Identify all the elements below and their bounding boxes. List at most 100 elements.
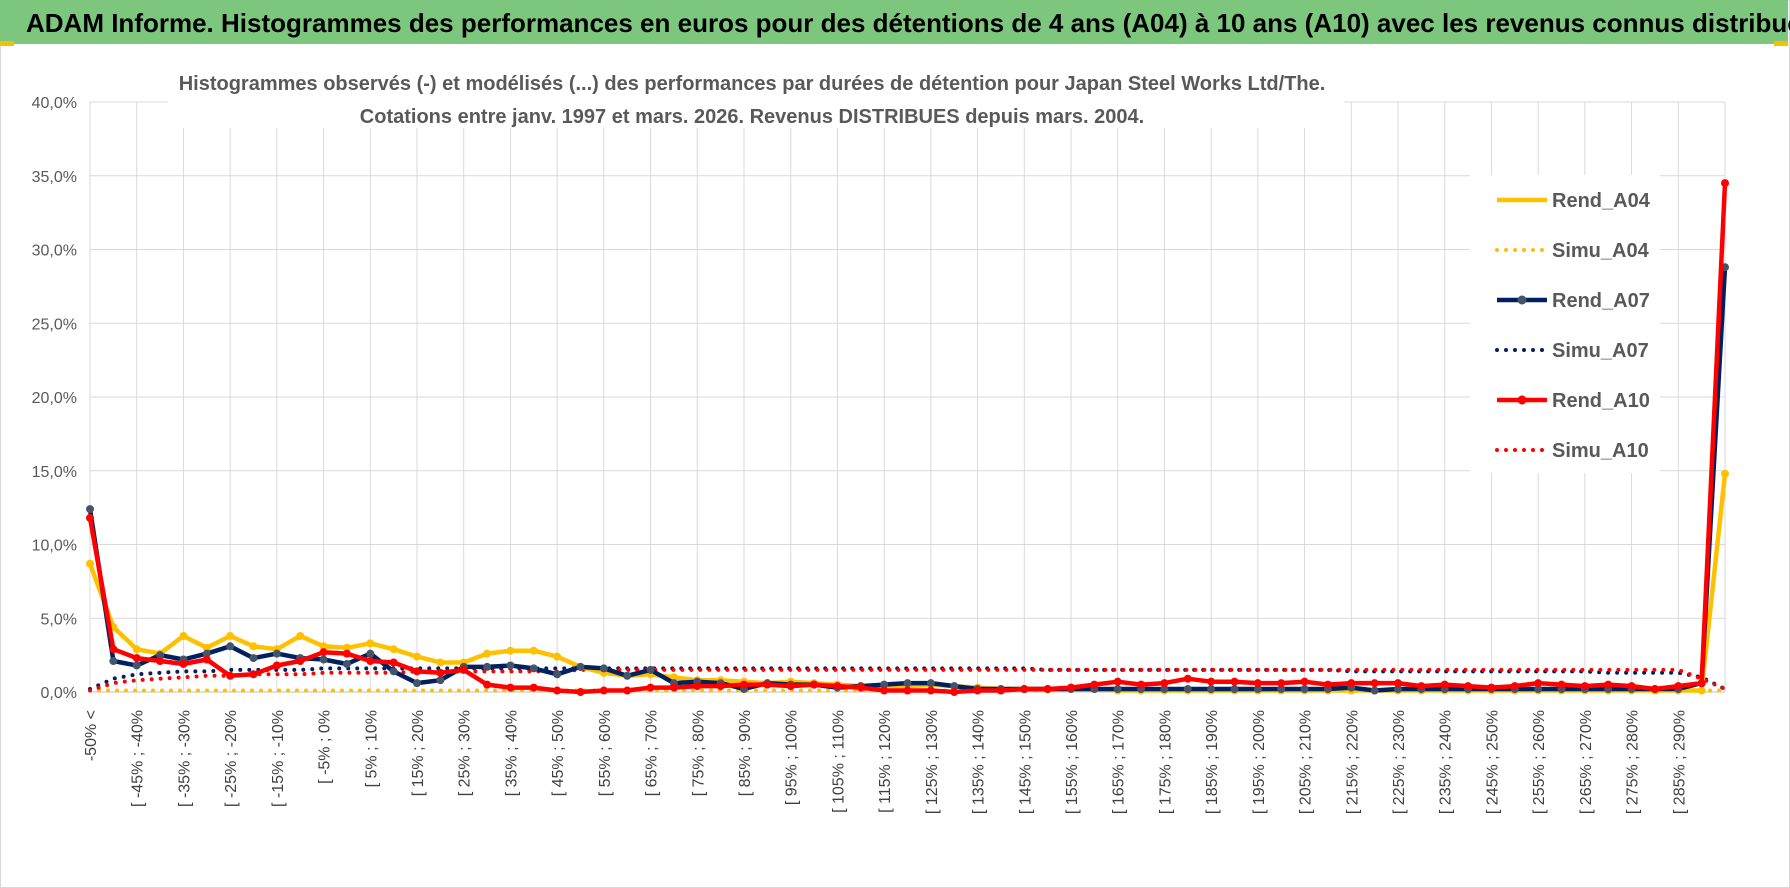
x-tick-label: [ 55% ; 60% xyxy=(597,710,614,796)
data-point xyxy=(226,631,235,640)
data-point xyxy=(389,658,398,667)
data-point xyxy=(1277,679,1286,688)
x-tick-label: [ 235% ; 240% xyxy=(1438,710,1455,814)
data-point xyxy=(319,642,328,651)
data-point xyxy=(1557,680,1566,689)
data-point xyxy=(1020,685,1029,694)
x-tick-label: [ 165% ; 170% xyxy=(1111,710,1128,814)
data-point xyxy=(1253,685,1262,694)
series-Rend_A10 xyxy=(86,179,1729,696)
data-point xyxy=(623,671,632,680)
data-point xyxy=(413,679,421,688)
legend-item: Simu_A04 xyxy=(1495,240,1650,262)
x-tick-label: [ -25% ; -20% xyxy=(223,710,240,807)
corner-accent-left xyxy=(0,41,14,46)
x-tick-label: [ 225% ; 230% xyxy=(1391,710,1408,814)
data-point xyxy=(810,680,819,689)
data-point xyxy=(1160,685,1169,694)
x-tick-label: [ 175% ; 180% xyxy=(1157,710,1174,814)
data-point xyxy=(86,505,94,514)
legend-label: Rend_A10 xyxy=(1552,390,1650,412)
x-tick-label: [ 85% ; 90% xyxy=(737,710,754,796)
x-tick-label: [ -35% ; -30% xyxy=(176,710,193,807)
data-point xyxy=(1697,686,1706,695)
data-point xyxy=(132,661,141,670)
y-tick-label: 10,0% xyxy=(32,538,77,555)
x-tick-label: [ 185% ; 190% xyxy=(1204,710,1221,814)
data-point xyxy=(413,667,421,676)
x-tick-label: [ 15% ; 20% xyxy=(410,710,427,796)
legend-label: Rend_A07 xyxy=(1552,290,1650,312)
data-point xyxy=(179,631,188,640)
legend-item: Rend_A10 xyxy=(1497,390,1650,412)
data-point xyxy=(599,664,608,673)
data-point xyxy=(903,679,912,688)
x-tick-label: [ -45% ; -40% xyxy=(130,710,147,807)
chart-title-background xyxy=(168,66,1344,128)
x-tick-label: [ 35% ; 40% xyxy=(503,710,520,796)
data-point xyxy=(763,680,772,689)
data-point xyxy=(1113,677,1122,686)
data-point xyxy=(1721,179,1729,188)
data-point xyxy=(599,686,608,695)
data-point xyxy=(226,642,235,651)
data-point xyxy=(1394,679,1402,688)
y-tick-label: 20,0% xyxy=(32,390,77,407)
data-point xyxy=(389,645,398,654)
data-point xyxy=(903,686,912,695)
data-point xyxy=(436,676,445,685)
x-tick-label: [ 25% ; 30% xyxy=(457,710,474,796)
y-tick-label: 5,0% xyxy=(41,611,77,628)
data-point xyxy=(413,652,421,661)
data-point xyxy=(202,655,211,664)
data-point xyxy=(226,671,235,680)
x-tick-label: [ 245% ; 250% xyxy=(1484,710,1501,814)
corner-accent-right xyxy=(1774,41,1788,46)
report-banner: ADAM Informe. Histogrammes des performan… xyxy=(0,0,1790,44)
data-point xyxy=(950,688,959,696)
x-tick-label: [ 265% ; 270% xyxy=(1578,710,1595,814)
x-tick-label: [ 195% ; 200% xyxy=(1251,710,1268,814)
data-point xyxy=(1090,680,1099,689)
x-tick-label: [ 125% ; 130% xyxy=(924,710,941,814)
data-point xyxy=(669,683,678,692)
legend-marker xyxy=(1517,295,1527,305)
data-point xyxy=(1230,677,1239,686)
y-tick-label: 0,0% xyxy=(41,685,77,702)
x-tick-label: [ 115% ; 120% xyxy=(877,710,894,813)
data-point xyxy=(553,670,562,679)
data-point xyxy=(669,673,678,682)
data-point xyxy=(1580,682,1589,691)
data-point xyxy=(576,662,585,671)
y-tick-label: 15,0% xyxy=(32,464,77,481)
data-point xyxy=(926,686,935,695)
data-point xyxy=(880,680,889,689)
data-point xyxy=(249,642,258,651)
data-point xyxy=(366,639,375,648)
x-tick-label: -50% < xyxy=(83,710,100,761)
data-point xyxy=(296,631,305,640)
data-point xyxy=(1394,685,1402,694)
data-point xyxy=(1440,680,1449,689)
data-point xyxy=(1277,685,1286,694)
data-point xyxy=(740,680,748,689)
data-point xyxy=(1627,682,1636,691)
y-tick-label: 25,0% xyxy=(32,316,77,333)
data-point xyxy=(202,643,211,652)
data-point xyxy=(553,652,562,661)
data-point xyxy=(436,668,445,677)
data-point xyxy=(1230,685,1239,694)
y-axis-tick-labels: 0,0% 5,0% 10,0% 15,0% 20,0% 25,0% 30,0% 35,0% 40… xyxy=(32,95,77,702)
chart-series xyxy=(86,179,1729,696)
x-tick-label: [ 285% ; 290% xyxy=(1671,710,1688,814)
data-point xyxy=(529,664,538,673)
x-tick-label: [ -15% ; -10% xyxy=(270,710,287,807)
data-point xyxy=(1417,682,1426,691)
data-point xyxy=(1534,679,1543,688)
data-point xyxy=(1323,680,1332,689)
data-point xyxy=(179,659,188,668)
data-point xyxy=(272,649,281,658)
legend-label: Simu_A10 xyxy=(1552,440,1649,462)
x-tick-label: [ 45% ; 50% xyxy=(550,710,567,796)
data-point xyxy=(1183,674,1192,683)
